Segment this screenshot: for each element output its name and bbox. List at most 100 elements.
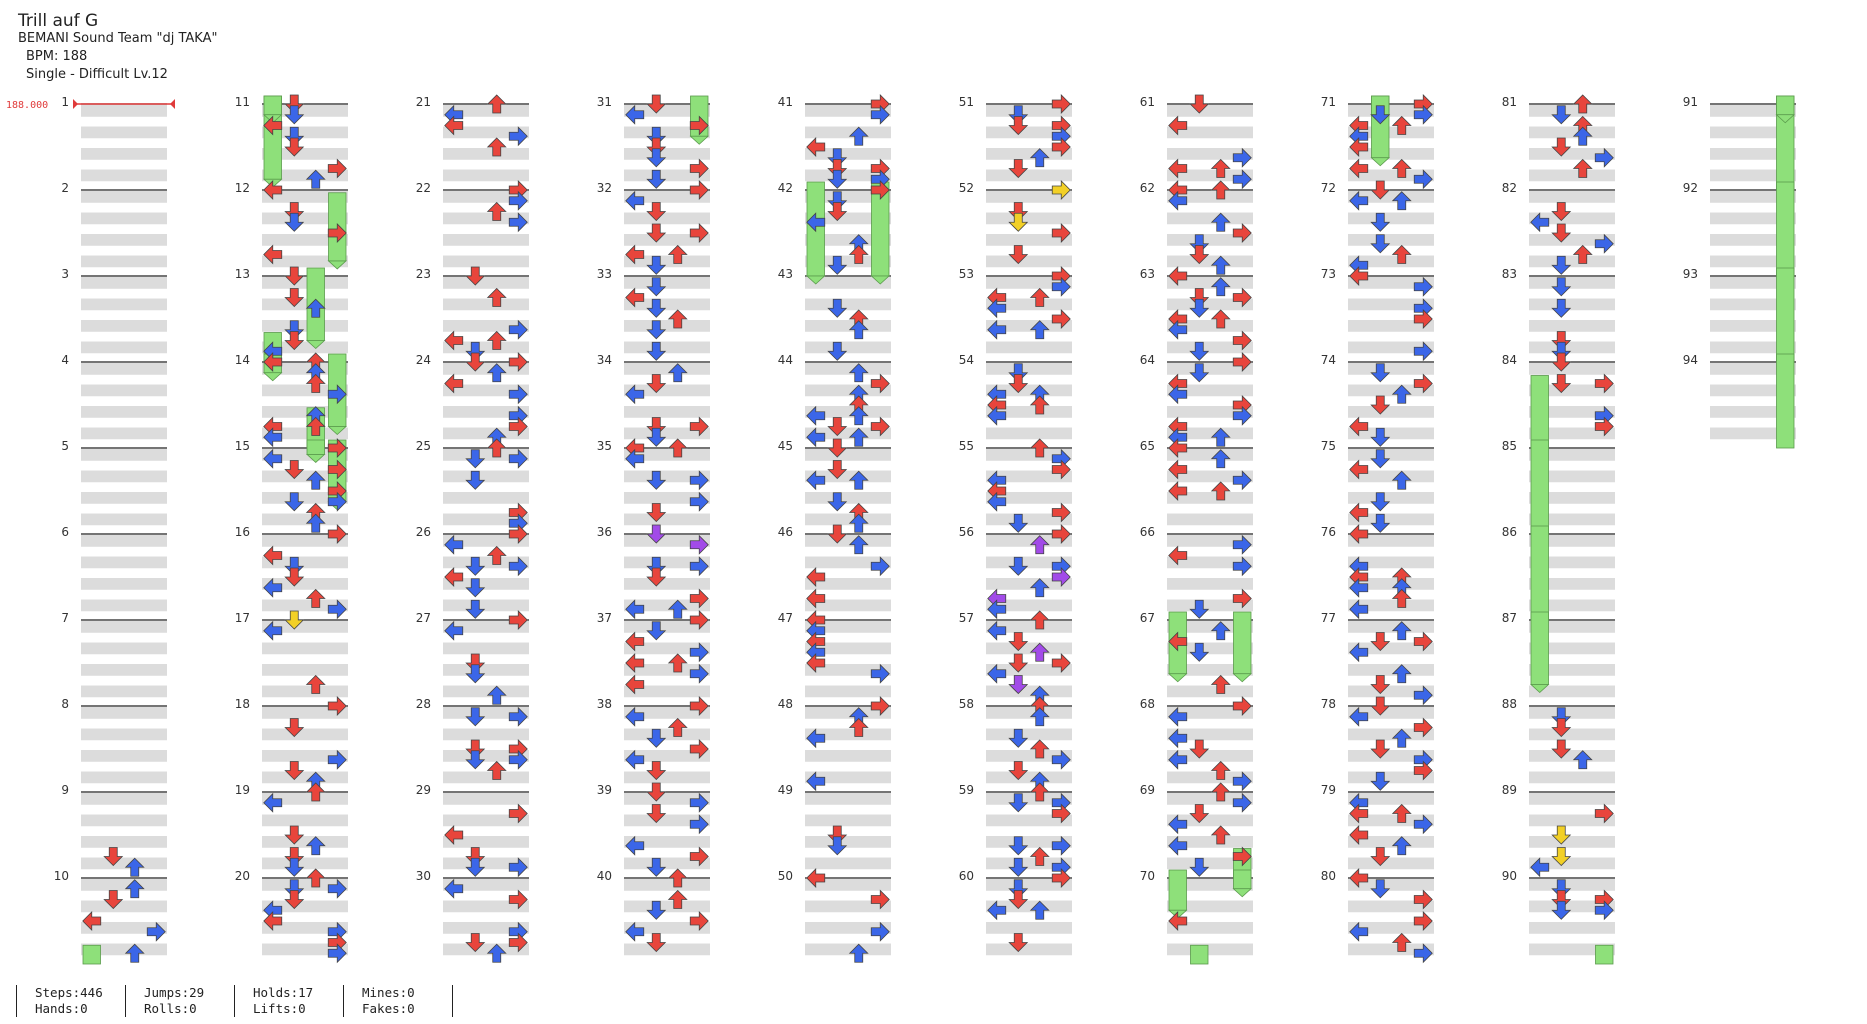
down-arrow-icon [1370, 234, 1391, 254]
beat-band [1529, 212, 1615, 225]
left-arrow-icon [1168, 835, 1188, 856]
up-arrow-icon [1391, 621, 1412, 641]
left-arrow-icon [625, 749, 645, 770]
beat-band [1348, 707, 1434, 719]
beat-band [624, 685, 710, 698]
up-arrow-icon [486, 760, 507, 780]
measure-number: 14 [235, 353, 250, 367]
down-arrow-icon [827, 460, 848, 480]
down-arrow-icon [284, 718, 305, 738]
beat-band [443, 427, 529, 440]
beat-band [1710, 320, 1796, 332]
down-arrow-icon [1551, 739, 1572, 759]
beat-band [805, 513, 891, 526]
beat-band [262, 814, 348, 827]
beat-band [1529, 750, 1615, 762]
up-arrow-icon [667, 244, 688, 264]
measure-number: 19 [235, 783, 250, 797]
left-arrow-icon [625, 631, 645, 652]
beat-band [443, 857, 529, 870]
beat-band [986, 212, 1072, 225]
left-arrow-icon [625, 287, 645, 308]
down-arrow-icon [646, 761, 667, 781]
beat-band [1167, 750, 1253, 762]
down-arrow-icon [1551, 105, 1572, 125]
measure-number: 91 [1683, 95, 1698, 109]
beat-band [1529, 922, 1615, 934]
beat-band [805, 707, 891, 719]
beat-band [805, 750, 891, 762]
beat-band [624, 492, 710, 504]
up-arrow-icon [1210, 621, 1231, 641]
beat-band [1167, 427, 1253, 440]
right-arrow-icon [508, 706, 528, 727]
beat-band [624, 556, 710, 569]
beat-band [1348, 535, 1434, 547]
measure-number: 30 [416, 869, 431, 883]
beat-band [1348, 578, 1434, 590]
left-arrow-icon [625, 835, 645, 856]
left-arrow-icon [1168, 814, 1188, 835]
up-arrow-icon [1391, 244, 1412, 264]
beat-band [986, 814, 1072, 827]
down-arrow-icon [827, 825, 848, 845]
beat-band [624, 191, 710, 203]
right-arrow-icon [870, 663, 890, 684]
beat-band [262, 750, 348, 762]
up-arrow-icon [1029, 535, 1050, 555]
measure-number: 18 [235, 697, 250, 711]
up-arrow-icon [305, 513, 326, 533]
up-arrow-icon [1391, 803, 1412, 823]
down-arrow-icon [1189, 642, 1210, 662]
hold-body [1530, 439, 1549, 535]
hold-tail [1167, 673, 1188, 683]
up-arrow-icon [667, 868, 688, 888]
right-arrow-icon [508, 857, 528, 878]
down-arrow-icon [646, 169, 667, 189]
down-arrow-icon [646, 857, 667, 877]
down-arrow-icon [465, 578, 486, 598]
beat-band [1529, 771, 1615, 784]
up-arrow-icon [1210, 309, 1231, 329]
right-arrow-icon [508, 352, 528, 372]
beat-band [262, 836, 348, 848]
beat-band [805, 900, 891, 913]
down-arrow-icon [827, 255, 848, 275]
left-arrow-icon [1530, 857, 1550, 878]
up-arrow-icon [305, 836, 326, 856]
beat-band [81, 771, 167, 784]
beat-band [1348, 427, 1434, 440]
stat-hands: Hands:0 [35, 1001, 88, 1016]
beat-band [443, 922, 529, 934]
right-arrow-icon [508, 524, 528, 544]
bpm-marker-arrow-left [73, 99, 78, 109]
down-arrow-icon [465, 739, 486, 759]
beat-band [443, 556, 529, 569]
down-arrow-icon [1370, 363, 1391, 383]
beat-band [262, 384, 348, 397]
beat-band [1348, 943, 1434, 956]
right-arrow-icon [1051, 749, 1071, 770]
right-arrow-icon [1232, 588, 1252, 609]
right-arrow-icon [1413, 341, 1433, 362]
beat-band [1167, 922, 1253, 934]
left-arrow-icon [806, 137, 826, 157]
down-arrow-icon [284, 212, 305, 232]
right-arrow-icon [689, 556, 709, 577]
right-arrow-icon [1413, 760, 1433, 781]
left-arrow-icon [263, 792, 283, 813]
left-arrow-icon [444, 115, 464, 136]
right-arrow-icon [1051, 223, 1071, 243]
song-bpm: BPM: 188 [26, 49, 88, 64]
hold-tail [327, 426, 348, 436]
beat-band [624, 277, 710, 289]
hold-tail [262, 372, 283, 382]
measure-number: 29 [416, 783, 431, 797]
beat-band [624, 707, 710, 719]
up-arrow-icon [667, 309, 688, 329]
beat-band [81, 341, 167, 354]
measure-number: 61 [1140, 95, 1155, 109]
beat-band [1348, 621, 1434, 633]
beat-band [805, 492, 891, 504]
hold-body [1233, 611, 1252, 675]
